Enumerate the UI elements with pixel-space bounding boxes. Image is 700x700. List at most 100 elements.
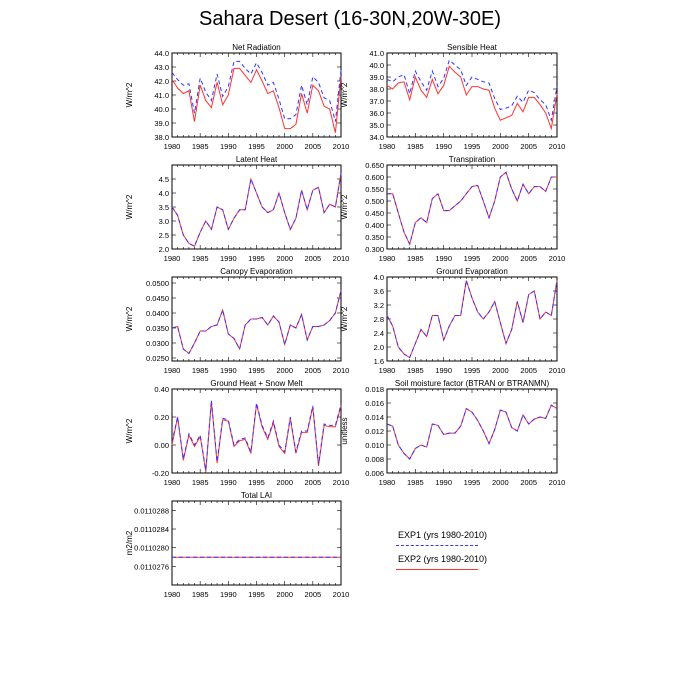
legend-swatch-exp1 bbox=[396, 545, 478, 546]
y-tick-label: 1.6 bbox=[374, 357, 384, 366]
x-tick-label: 2010 bbox=[333, 142, 350, 151]
legend-entry-exp1: EXP1 (yrs 1980-2010) bbox=[388, 530, 538, 554]
x-tick-label: 1980 bbox=[164, 478, 181, 487]
y-tick-label: 0.0250 bbox=[146, 354, 169, 363]
x-tick-label: 2000 bbox=[276, 590, 293, 599]
y-tick-label: 0.0110284 bbox=[134, 525, 169, 534]
legend-entry-exp2: EXP2 (yrs 1980-2010) bbox=[388, 554, 538, 578]
x-tick-label: 2000 bbox=[492, 478, 509, 487]
y-tick-label: 39.0 bbox=[369, 73, 384, 82]
y-tick-label: 2.4 bbox=[374, 329, 384, 338]
chart-panel-5: Ground Evaporation W/m^2 1980 1985 1990 1995 2… bbox=[340, 267, 565, 375]
y-tick-label: 3.6 bbox=[374, 287, 384, 296]
x-tick-label: 1995 bbox=[248, 590, 265, 599]
chart-panel-2: Latent Heat W/m^2 1980 1985 1990 1995 2000 2005… bbox=[125, 155, 349, 263]
x-tick-label: 1995 bbox=[248, 142, 265, 151]
y-tick-label: 37.0 bbox=[369, 97, 384, 106]
x-tick-label: 1980 bbox=[164, 254, 181, 263]
legend-swatch-exp2 bbox=[396, 569, 478, 570]
page-title: Sahara Desert (16-30N,20W-30E) bbox=[199, 8, 501, 30]
x-tick-label: 1990 bbox=[220, 366, 237, 375]
series-line-exp2 bbox=[171, 290, 342, 355]
y-tick-label: 3.0 bbox=[159, 217, 169, 226]
y-tick-label: 0.0500 bbox=[146, 279, 169, 288]
y-tick-label: 34.0 bbox=[369, 133, 384, 142]
y-tick-label: 0.014 bbox=[365, 413, 384, 422]
y-tick-label: 0.300 bbox=[365, 245, 384, 254]
legend: EXP1 (yrs 1980-2010) EXP2 (yrs 1980-2010… bbox=[388, 530, 538, 578]
y-tick-label: 40.0 bbox=[154, 105, 169, 114]
y-axis-label: unitless bbox=[340, 417, 349, 444]
x-tick-label: 2000 bbox=[492, 254, 509, 263]
y-tick-label: 0.00 bbox=[154, 441, 169, 450]
y-tick-label: 0.0110276 bbox=[134, 562, 169, 571]
y-tick-label: 39.0 bbox=[154, 119, 169, 128]
x-tick-label: 2000 bbox=[276, 142, 293, 151]
x-tick-label: 1990 bbox=[220, 478, 237, 487]
x-tick-label: 1990 bbox=[220, 254, 237, 263]
x-tick-label: 2000 bbox=[492, 366, 509, 375]
y-tick-label: 0.40 bbox=[154, 385, 169, 394]
chart-title: Total LAI bbox=[241, 491, 272, 500]
x-tick-label: 1985 bbox=[407, 366, 424, 375]
x-tick-label: 2000 bbox=[276, 254, 293, 263]
x-tick-label: 1985 bbox=[407, 254, 424, 263]
x-tick-label: 1985 bbox=[192, 478, 209, 487]
plot-frame bbox=[171, 164, 342, 250]
x-tick-label: 1995 bbox=[464, 142, 481, 151]
plot-frame bbox=[386, 52, 558, 138]
y-axis-label: W/m^2 bbox=[125, 418, 134, 443]
x-tick-label: 2005 bbox=[520, 254, 537, 263]
y-tick-label: -0.20 bbox=[152, 469, 169, 478]
chart-title: Soil moisture factor (BTRAN or BTRANMN) bbox=[395, 379, 550, 388]
x-tick-label: 1985 bbox=[192, 366, 209, 375]
y-axis-label: W/m^2 bbox=[125, 306, 134, 331]
series-line-exp1 bbox=[171, 173, 342, 247]
chart-title: Sensible Heat bbox=[447, 43, 498, 52]
series-line-exp1 bbox=[387, 171, 557, 246]
x-tick-label: 2010 bbox=[549, 478, 566, 487]
series-line-exp2 bbox=[386, 65, 558, 131]
y-tick-label: 0.400 bbox=[365, 221, 384, 230]
x-tick-label: 1990 bbox=[435, 366, 452, 375]
chart-title: Canopy Evaporation bbox=[220, 267, 293, 276]
x-tick-label: 2000 bbox=[492, 142, 509, 151]
x-tick-label: 2005 bbox=[520, 142, 537, 151]
y-axis-label: m2/m2 bbox=[125, 530, 134, 555]
y-tick-label: 0.010 bbox=[365, 441, 384, 450]
x-tick-label: 1985 bbox=[192, 142, 209, 151]
x-tick-label: 2005 bbox=[304, 142, 321, 151]
y-axis-label: W/m^2 bbox=[340, 82, 349, 107]
legend-label-exp2: EXP2 (yrs 1980-2010) bbox=[398, 554, 488, 564]
y-tick-label: 0.0110288 bbox=[134, 506, 169, 515]
series-line-exp2 bbox=[171, 173, 342, 247]
x-tick-label: 2005 bbox=[304, 478, 321, 487]
x-tick-label: 1990 bbox=[220, 142, 237, 151]
y-tick-label: 43.0 bbox=[154, 63, 169, 72]
x-tick-label: 2010 bbox=[333, 366, 350, 375]
y-tick-label: 0.018 bbox=[365, 385, 384, 394]
series-line-exp1 bbox=[386, 59, 558, 123]
x-tick-label: 1990 bbox=[435, 142, 452, 151]
x-tick-label: 2010 bbox=[549, 254, 566, 263]
series-line-exp1 bbox=[171, 400, 342, 471]
plot-frame bbox=[171, 500, 342, 586]
y-tick-label: 0.650 bbox=[365, 161, 384, 170]
chart-title: Ground Evaporation bbox=[436, 267, 508, 276]
y-tick-label: 0.0300 bbox=[146, 339, 169, 348]
y-tick-label: 38.0 bbox=[154, 133, 169, 142]
plot-frame bbox=[171, 388, 342, 474]
chart-panel-8: Total LAI m2/m2 1980 1985 1990 1995 2000 2005 20… bbox=[125, 491, 349, 599]
x-tick-label: 2005 bbox=[304, 590, 321, 599]
chart-panel-6: Ground Heat + Snow Melt W/m^2 1980 1985 1990… bbox=[125, 379, 349, 487]
y-tick-label: 4.5 bbox=[159, 175, 169, 184]
y-tick-label: 41.0 bbox=[369, 49, 384, 58]
x-tick-label: 2005 bbox=[304, 254, 321, 263]
y-tick-label: 0.006 bbox=[365, 469, 384, 478]
y-tick-label: 2.5 bbox=[159, 231, 169, 240]
x-tick-label: 2010 bbox=[333, 478, 350, 487]
y-tick-label: 0.350 bbox=[365, 233, 384, 242]
y-tick-label: 0.0450 bbox=[146, 294, 169, 303]
chart-panel-3: Transpiration W/m^2 1980 1985 1990 1995 2000 20… bbox=[340, 155, 565, 263]
x-tick-label: 2010 bbox=[333, 254, 350, 263]
